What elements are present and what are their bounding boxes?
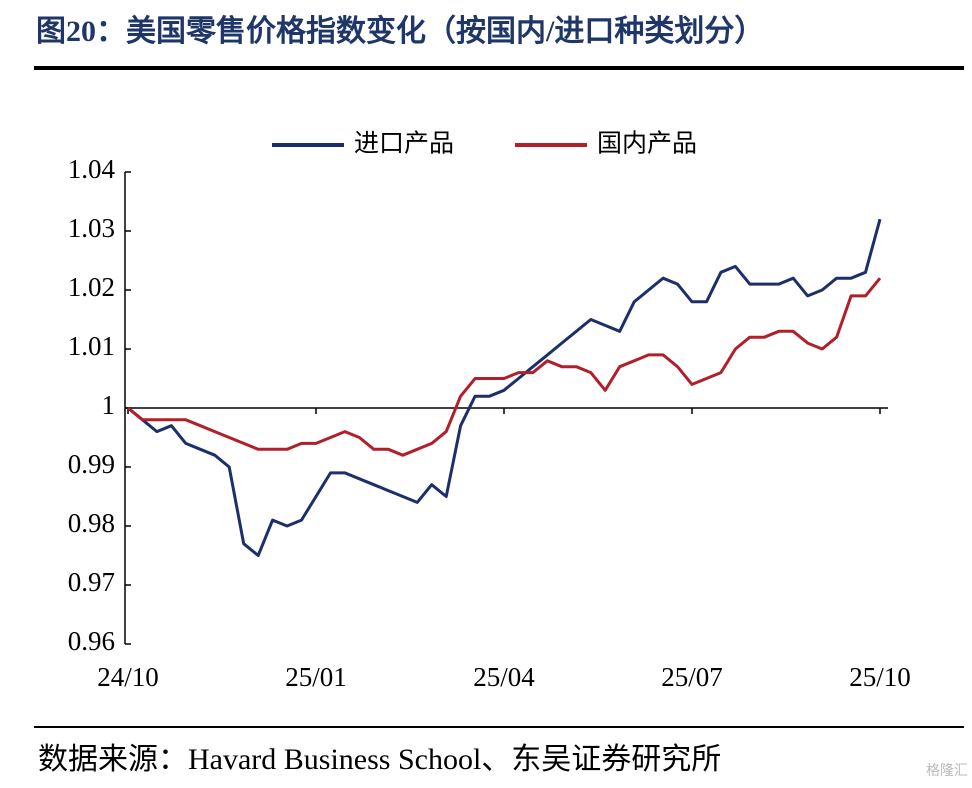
y-tick-label: 1.04 <box>68 154 116 184</box>
legend-label: 进口产品 <box>354 130 454 158</box>
y-tick-label: 0.98 <box>68 508 115 538</box>
legend-label: 国内产品 <box>597 130 697 158</box>
y-tick-label: 0.97 <box>68 567 115 597</box>
data-line <box>127 277 882 457</box>
y-tick-label: 0.99 <box>68 449 115 479</box>
x-tick-label: 24/10 <box>97 662 159 692</box>
data-line <box>127 218 882 557</box>
x-tick-label: 25/04 <box>473 662 535 692</box>
source-rule <box>34 726 964 728</box>
y-tick-label: 1.03 <box>68 213 115 243</box>
chart-title: 图20：美国零售价格指数变化（按国内/进口种类划分） <box>36 14 764 48</box>
x-tick-label: 25/01 <box>285 662 347 692</box>
y-tick-label: 1.01 <box>68 331 115 361</box>
source-note: 数据来源：Havard Business School、东吴证券研究所 <box>38 743 721 776</box>
y-tick-label: 1 <box>102 390 116 420</box>
x-tick-label: 25/07 <box>661 662 723 692</box>
y-tick-label: 0.96 <box>68 626 115 656</box>
y-tick-label: 1.02 <box>68 272 115 302</box>
watermark: 格隆汇 <box>926 763 968 779</box>
title-rule <box>34 66 964 70</box>
x-tick-label: 25/10 <box>849 662 911 692</box>
